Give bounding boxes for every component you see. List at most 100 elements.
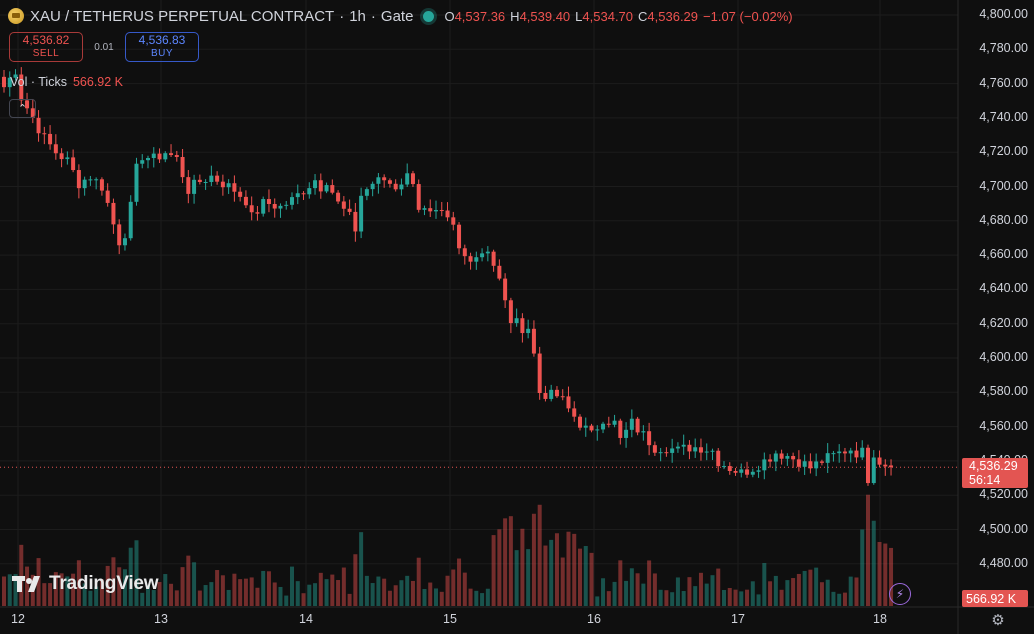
volume-bar xyxy=(693,586,698,606)
candle-body xyxy=(65,157,70,160)
candle-body xyxy=(94,179,99,181)
buy-button[interactable]: 4,536.83 BUY xyxy=(125,32,199,62)
volume-bar xyxy=(347,593,352,606)
volume-bar xyxy=(163,574,168,606)
price-axis-label: 4,680.00 xyxy=(979,212,1028,227)
candle-body xyxy=(451,217,456,225)
candle-body xyxy=(266,199,271,205)
volume-bar xyxy=(750,581,755,606)
candle-body xyxy=(186,177,191,194)
candle-body xyxy=(652,445,657,453)
candle-body xyxy=(785,456,790,459)
candle-body xyxy=(272,204,277,209)
volume-bar xyxy=(497,529,502,606)
volume-bar xyxy=(745,589,750,606)
candle-body xyxy=(278,205,283,209)
volume-bar xyxy=(266,571,271,606)
candle-body xyxy=(318,180,323,192)
volume-bar xyxy=(226,589,231,606)
candle-body xyxy=(629,418,634,430)
volume-bar xyxy=(410,580,415,606)
price-axis-label: 4,740.00 xyxy=(979,109,1028,124)
candle-body xyxy=(393,183,398,190)
lightning-icon[interactable]: ⚡ xyxy=(889,583,911,605)
low-value: 4,534.70 xyxy=(582,8,634,24)
volume-bar xyxy=(831,591,836,606)
candle-body xyxy=(151,153,156,159)
candle-body xyxy=(243,196,248,206)
chevron-up-icon[interactable]: ⌃ xyxy=(9,99,36,118)
volume-bar xyxy=(36,558,41,606)
candle-body xyxy=(105,190,110,203)
watermark-text: TradingView xyxy=(49,573,159,594)
volume-bar xyxy=(82,583,87,606)
volume-bar xyxy=(462,572,467,606)
volume-bar xyxy=(578,548,582,606)
candle-body xyxy=(675,446,680,449)
candle-body xyxy=(750,471,755,475)
price-axis-label: 4,700.00 xyxy=(979,178,1028,193)
candle-body xyxy=(255,212,260,214)
volume-bar xyxy=(727,588,732,606)
candle-body xyxy=(295,193,300,198)
candle-body xyxy=(860,447,865,458)
price-axis-label: 4,720.00 xyxy=(979,144,1028,159)
volume-bar xyxy=(88,590,93,606)
candle-body xyxy=(445,210,450,218)
buy-label: BUY xyxy=(150,48,174,59)
candle-body xyxy=(739,469,744,473)
candle-body xyxy=(871,457,876,484)
candle-body xyxy=(698,447,703,453)
volume-bar xyxy=(278,586,283,606)
volume-bar xyxy=(71,573,76,606)
volume-bar xyxy=(520,528,525,606)
price-axis-label: 4,780.00 xyxy=(979,41,1028,56)
candle-body xyxy=(382,177,387,181)
volume-bar xyxy=(514,550,519,606)
candle-body xyxy=(612,420,617,425)
candle-body xyxy=(503,278,508,301)
volume-bar xyxy=(376,576,381,606)
volume-bar xyxy=(583,546,588,606)
volume-legend-label: Vol · Ticks xyxy=(10,75,67,89)
last-price-value: 4,536.29 xyxy=(969,459,1018,473)
volume-bar xyxy=(180,567,185,606)
volume-bar xyxy=(474,590,479,606)
symbol-name[interactable]: XAU / TETHERUS PERPETUAL CONTRACT xyxy=(30,7,335,25)
volume-bar xyxy=(364,575,369,606)
price-axis-label: 4,660.00 xyxy=(979,247,1028,262)
volume-legend[interactable]: Vol · Ticks 566.92 K xyxy=(10,75,123,89)
volume-bar xyxy=(197,590,202,606)
gear-icon[interactable]: ⚙ xyxy=(991,612,1005,629)
candle-body xyxy=(791,456,796,460)
volume-bar xyxy=(111,557,116,606)
candle-body xyxy=(537,353,542,394)
interval[interactable]: 1h xyxy=(349,7,366,25)
volume-bar xyxy=(151,590,156,606)
candle-body xyxy=(261,199,266,214)
volume-bar xyxy=(174,590,179,606)
candle-body xyxy=(779,453,784,459)
buy-price: 4,536.83 xyxy=(138,33,186,47)
candle-body xyxy=(122,238,127,246)
volume-bar xyxy=(635,573,640,606)
volume-bar xyxy=(601,578,606,606)
volume-bar xyxy=(117,567,122,606)
candle-body xyxy=(220,181,225,188)
time-axis-label: 15 xyxy=(443,612,457,626)
volume-bar xyxy=(359,532,364,606)
volume-bar xyxy=(612,581,617,606)
candle-body xyxy=(19,74,24,101)
candle-body xyxy=(819,461,824,463)
close-label: C xyxy=(638,8,648,24)
candle-body xyxy=(514,318,519,324)
gold-coin-icon xyxy=(8,8,24,24)
candle-body xyxy=(595,429,600,431)
candle-body xyxy=(618,420,623,438)
volume-bar xyxy=(128,547,133,606)
volume-bar xyxy=(313,583,318,606)
volume-bar xyxy=(543,545,548,606)
sell-button[interactable]: 4,536.82 SELL xyxy=(9,32,83,62)
bar-countdown: 56:14 xyxy=(969,473,1001,487)
